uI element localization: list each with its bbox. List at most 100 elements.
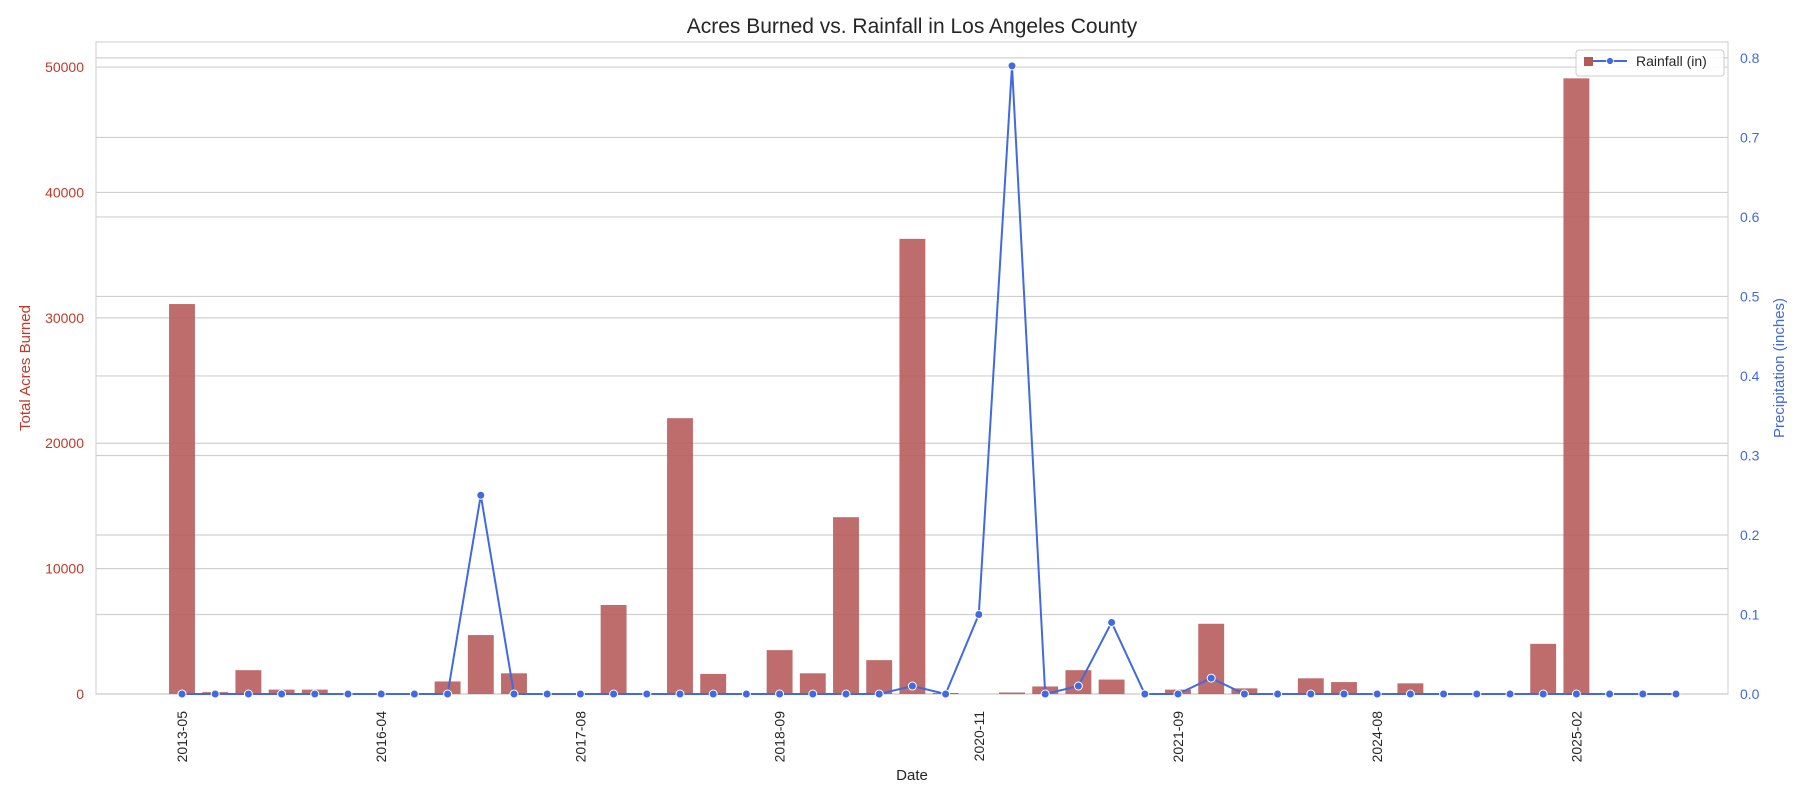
bar — [1297, 678, 1324, 694]
left-axis-ticks: 0 10000 20000 30000 40000 50000 — [45, 59, 84, 702]
right-tick-label: 0.2 — [1740, 527, 1760, 543]
bar — [169, 304, 195, 694]
right-tick-label: 0.6 — [1740, 209, 1760, 225]
bar — [235, 670, 262, 694]
rainfall-point — [808, 689, 818, 699]
rainfall-point — [1073, 681, 1083, 691]
rainfall-point — [1505, 689, 1515, 699]
rainfall-point — [1206, 673, 1216, 683]
rainfall-point — [874, 689, 884, 699]
rainfall-point — [841, 689, 851, 699]
legend-bar-swatch — [1584, 57, 1593, 66]
rainfall-point — [1007, 61, 1017, 71]
rainfall-point — [1239, 689, 1249, 699]
rainfall-series — [177, 61, 1681, 699]
bar — [899, 238, 926, 694]
rainfall-point — [1638, 689, 1648, 699]
x-tick-label: 2017-08 — [572, 711, 588, 763]
rainfall-point — [575, 689, 585, 699]
rainfall-point — [1671, 689, 1681, 699]
rainfall-point — [310, 689, 320, 699]
left-axis-label: Total Acres Burned — [17, 305, 34, 431]
bar — [700, 673, 727, 694]
right-tick-label: 0.0 — [1740, 686, 1760, 702]
left-tick-label: 50000 — [45, 59, 84, 75]
rainfall-point — [210, 689, 220, 699]
rainfall-point — [1472, 689, 1482, 699]
bar — [667, 418, 693, 694]
right-tick-label: 0.4 — [1740, 368, 1760, 384]
left-tick-label: 40000 — [45, 184, 84, 200]
bar — [866, 660, 893, 694]
bar — [467, 635, 494, 694]
rainfall-point — [1538, 689, 1548, 699]
rainfall-point — [1439, 689, 1449, 699]
rainfall-point — [376, 689, 386, 699]
legend-box — [1575, 49, 1725, 77]
chart-title: Acres Burned vs. Rainfall in Los Angeles… — [687, 15, 1138, 38]
right-axis-ticks: 0.0 0.1 0.2 0.3 0.4 0.5 0.6 0.7 0.8 — [1740, 50, 1760, 702]
x-tick-label: 2018-09 — [772, 711, 788, 763]
right-tick-label: 0.1 — [1740, 606, 1760, 622]
rainfall-point — [1140, 689, 1150, 699]
bar — [1563, 78, 1590, 694]
rainfall-point — [243, 689, 253, 699]
legend-marker — [1606, 57, 1614, 65]
bar — [1098, 679, 1125, 694]
bar — [1530, 643, 1557, 694]
x-axis-label: Date — [896, 767, 928, 784]
rainfall-point — [775, 689, 785, 699]
rainfall-point — [542, 689, 552, 699]
bar — [833, 517, 859, 694]
right-tick-label: 0.3 — [1740, 447, 1760, 463]
rainfall-point — [642, 689, 652, 699]
right-tick-label: 0.8 — [1740, 50, 1760, 66]
x-tick-label: 2024-08 — [1369, 711, 1385, 763]
rainfall-point — [1107, 617, 1117, 627]
bar — [1331, 682, 1357, 694]
x-tick-label: 2021-09 — [1170, 711, 1186, 763]
bar — [434, 681, 461, 694]
rainfall-point — [1040, 689, 1050, 699]
right-tick-label: 0.5 — [1740, 288, 1760, 304]
left-tick-label: 0 — [76, 686, 84, 702]
bar — [799, 673, 826, 694]
bar — [1397, 683, 1424, 694]
left-tick-label: 20000 — [45, 435, 84, 451]
right-tick-label: 0.7 — [1740, 129, 1760, 145]
rainfall-point — [609, 689, 619, 699]
rainfall-point — [708, 689, 718, 699]
rainfall-point — [1372, 689, 1382, 699]
rainfall-point — [476, 490, 486, 500]
x-tick-label: 2013-05 — [174, 711, 190, 763]
rainfall-point — [1273, 689, 1283, 699]
rainfall-point — [974, 609, 984, 619]
bar — [501, 673, 527, 694]
rainfall-point — [177, 689, 187, 699]
legend-label: Rainfall (in) — [1636, 53, 1707, 69]
rainfall-point — [741, 689, 751, 699]
rainfall-point — [343, 689, 353, 699]
rainfall-point — [409, 689, 419, 699]
rainfall-point — [443, 689, 453, 699]
x-axis-ticks: 2013-05 2016-04 2017-08 2018-09 2020-11 2021-… — [174, 711, 1584, 763]
left-tick-label: 30000 — [45, 310, 84, 326]
rainfall-point — [1405, 689, 1415, 699]
legend: Rainfall (in) — [1575, 49, 1725, 77]
x-tick-label: 2025-02 — [1568, 711, 1584, 763]
rainfall-point — [1605, 689, 1615, 699]
bar — [999, 692, 1025, 694]
right-axis-label: Precipitation (inches) — [1771, 298, 1788, 438]
rainfall-point — [1306, 689, 1316, 699]
rainfall-point — [675, 689, 685, 699]
left-tick-label: 10000 — [45, 561, 84, 577]
bar — [600, 604, 627, 694]
rainfall-point — [1571, 689, 1581, 699]
rainfall-line — [182, 65, 1676, 696]
rainfall-point — [277, 689, 287, 699]
bar — [766, 650, 793, 694]
rainfall-point — [1339, 689, 1349, 699]
rainfall-point — [509, 689, 519, 699]
x-tick-label: 2020-11 — [971, 711, 987, 762]
